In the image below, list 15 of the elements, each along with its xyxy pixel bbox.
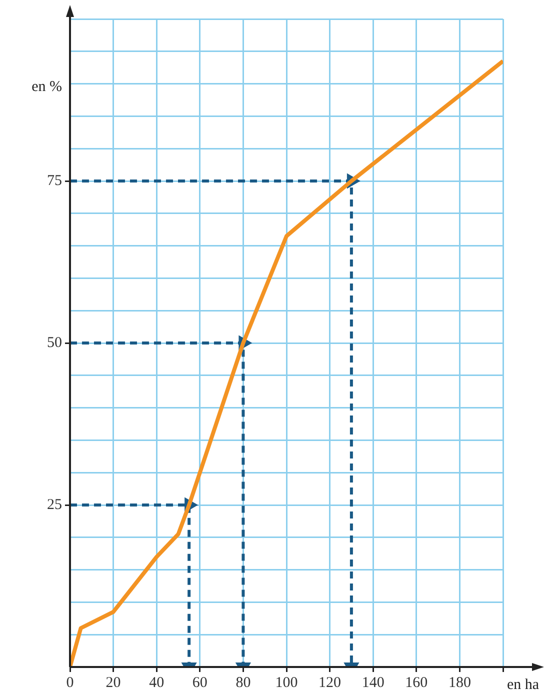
x-tick-label: 180	[448, 674, 471, 691]
x-tick-label: 40	[149, 674, 164, 691]
x-tick-label: 60	[192, 674, 208, 691]
y-tick-label: 75	[47, 172, 62, 189]
x-tick-label: 140	[362, 674, 384, 691]
x-tick-label: 20	[106, 674, 121, 691]
x-tick-label: 0	[66, 674, 74, 691]
x-tick-label: 80	[236, 674, 251, 691]
x-tick-label: 160	[405, 674, 428, 691]
x-tick-label: 100	[275, 674, 298, 691]
y-axis-title: en %	[32, 78, 62, 95]
x-axis-title: en ha	[507, 676, 540, 693]
y-tick-label: 25	[47, 496, 62, 513]
x-tick-label: 120	[318, 674, 342, 691]
y-tick-label: 50	[47, 334, 62, 351]
